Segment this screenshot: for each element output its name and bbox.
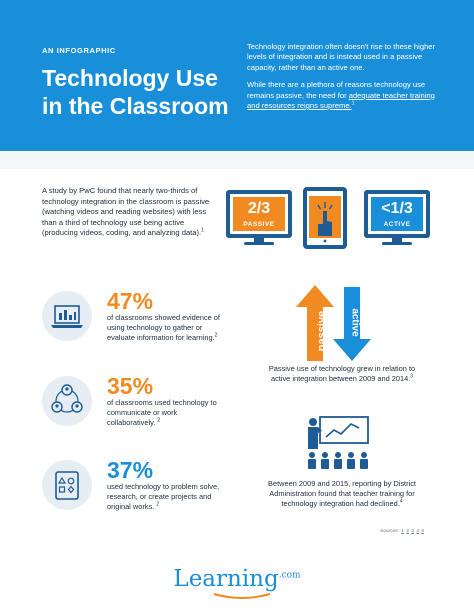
footnote-ref: 1 <box>351 100 355 107</box>
logo-swoosh-icon <box>213 593 271 599</box>
passive-growth-caption-text: Passive use of technology grew in relati… <box>268 364 416 383</box>
intro-text: Technology integration often doesn't ris… <box>247 42 447 118</box>
people-network-icon <box>51 384 83 413</box>
footnote-ref: 3 <box>410 373 414 380</box>
source-link-5[interactable]: 5 <box>421 529 425 534</box>
stat-35-number: 35% <box>107 373 154 399</box>
footnote-ref: 1 <box>201 227 204 234</box>
footnote-ref: 2 <box>156 501 160 508</box>
source-link-4[interactable]: 4 <box>416 529 419 534</box>
passive-arrow-label: passive <box>316 310 328 352</box>
stat-35-desc: of classrooms used technology to communi… <box>107 398 225 428</box>
stat-37-number: 37% <box>107 457 154 483</box>
footnote-ref: 4 <box>399 498 403 505</box>
tablet-touch-icon <box>303 187 347 249</box>
passive-fraction: 2/3 <box>247 200 271 217</box>
page-title: Technology Use in the Classroom <box>42 65 229 119</box>
source-link-2[interactable]: 2 <box>406 529 409 534</box>
intro-paragraph-2: While there are a plethora of reasons te… <box>247 80 447 111</box>
passive-screen <box>233 197 285 231</box>
active-label: ACTIVE <box>383 221 411 228</box>
passive-active-arrows-icon <box>296 285 371 361</box>
divider-strip <box>0 151 474 169</box>
monitor-base <box>244 242 274 245</box>
stat-37-desc-text: used technology to problem solve, resear… <box>107 482 220 511</box>
learning-com-logo[interactable]: Learning.com <box>0 566 474 592</box>
stat-icon-circle <box>42 291 92 341</box>
hand-tap-icon <box>309 196 341 243</box>
sources-label: Sources: <box>380 529 399 534</box>
pwc-study-body: A study by PwC found that nearly two-thi… <box>42 186 210 237</box>
stat-47-desc: of classrooms showed evidence of using t… <box>107 313 225 343</box>
stat-47-desc-text: of classrooms showed evidence of using t… <box>107 313 220 342</box>
footnote-ref: 2 <box>157 417 161 424</box>
stat-icon-circle <box>42 376 92 426</box>
passive-label: PASSIVE <box>243 221 275 228</box>
source-link-1[interactable]: 1 <box>401 529 404 534</box>
intro-paragraph-2-text: While there are a plethora of reasons te… <box>247 80 426 100</box>
eyebrow-label: AN INFOGRAPHIC <box>42 46 116 55</box>
training-link[interactable]: adequate teacher training and resources … <box>247 90 435 111</box>
training-decline-caption: Between 2009 and 2015, reporting by Dist… <box>254 479 430 509</box>
source-link-3[interactable]: 3 <box>411 529 414 534</box>
stat-35-desc-text: of classrooms used technology to communi… <box>107 398 217 427</box>
logo-wordmark: Learning <box>173 566 279 592</box>
training-decline-caption-text: Between 2009 and 2015, reporting by Dist… <box>268 479 416 508</box>
stat-icon-circle <box>42 460 92 510</box>
laptop-chart-icon <box>51 305 83 328</box>
passive-growth-caption: Passive use of technology grew in relati… <box>262 364 422 384</box>
monitor-stand <box>254 238 264 243</box>
stat-47-number: 47% <box>107 288 154 314</box>
logo-suffix: .com <box>278 570 301 581</box>
pwc-study-text: A study by PwC found that nearly two-thi… <box>42 186 218 239</box>
monitor-base <box>382 242 412 245</box>
sources-list: Sources: 1 2 3 4 5 <box>380 529 424 534</box>
active-monitor-icon: <1/3 ACTIVE <box>364 190 430 238</box>
classroom-teacher-icon <box>308 416 369 469</box>
passive-monitor-icon: 2/3 PASSIVE <box>226 190 292 238</box>
active-arrow-label: active <box>349 308 361 337</box>
active-screen <box>371 197 423 231</box>
stat-37-desc: used technology to problem solve, resear… <box>107 482 225 512</box>
monitor-stand <box>392 238 402 243</box>
intro-paragraph-1: Technology integration often doesn't ris… <box>247 42 436 72</box>
footnote-ref: 2 <box>214 332 218 339</box>
shapes-tablet-icon <box>55 471 79 500</box>
active-fraction: <1/3 <box>381 200 413 217</box>
header-banner: AN INFOGRAPHIC Technology Use in the Cla… <box>0 0 474 151</box>
